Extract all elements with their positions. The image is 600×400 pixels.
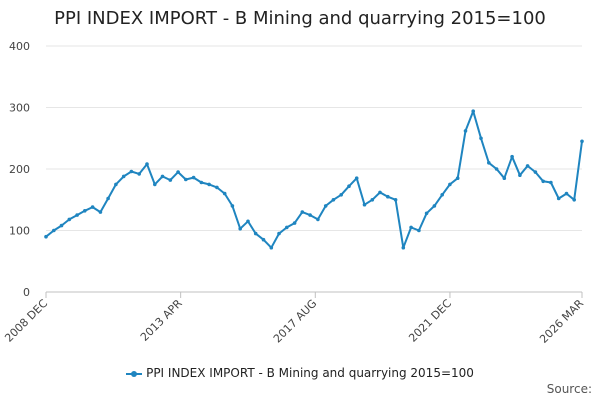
data-point[interactable] bbox=[90, 205, 95, 209]
grid-lines bbox=[46, 45, 582, 293]
x-tick-label: 2026 MAR bbox=[537, 297, 586, 346]
data-point[interactable] bbox=[572, 198, 576, 202]
data-point[interactable] bbox=[362, 202, 367, 207]
series-layer bbox=[44, 109, 584, 250]
data-point[interactable] bbox=[487, 161, 491, 165]
data-point[interactable] bbox=[580, 139, 584, 144]
data-point[interactable] bbox=[261, 237, 266, 242]
data-point[interactable] bbox=[424, 211, 429, 216]
data-point[interactable] bbox=[160, 174, 165, 179]
data-point[interactable] bbox=[471, 109, 476, 113]
data-point[interactable] bbox=[541, 179, 545, 184]
data-point[interactable] bbox=[238, 226, 242, 231]
data-point[interactable] bbox=[52, 228, 56, 233]
data-point[interactable] bbox=[409, 225, 413, 230]
data-point[interactable] bbox=[199, 180, 204, 185]
data-point[interactable] bbox=[518, 173, 522, 177]
data-point[interactable] bbox=[556, 196, 561, 201]
y-tick-label: 100 bbox=[9, 225, 30, 238]
legend-series-marker bbox=[126, 369, 143, 379]
data-point[interactable] bbox=[339, 193, 344, 197]
data-point[interactable] bbox=[432, 204, 437, 208]
data-point[interactable] bbox=[246, 219, 250, 224]
data-point[interactable] bbox=[386, 194, 390, 199]
x-tick-label: 2013 APR bbox=[138, 297, 185, 344]
x-tick-label: 2021 DEC bbox=[406, 297, 454, 345]
y-tick-label: 400 bbox=[9, 40, 30, 53]
data-point[interactable] bbox=[44, 234, 48, 239]
x-tick-label: 2008 DEC bbox=[2, 297, 50, 345]
data-point[interactable] bbox=[59, 223, 64, 228]
data-point[interactable] bbox=[253, 231, 258, 236]
data-point[interactable] bbox=[83, 209, 87, 213]
data-point[interactable] bbox=[549, 180, 553, 185]
y-tick-label: 200 bbox=[9, 163, 30, 176]
x-tick-label: 2017 AUG bbox=[271, 297, 320, 346]
data-point[interactable] bbox=[494, 167, 499, 171]
chart-title: PPI INDEX IMPORT - B Mining and quarryin… bbox=[54, 8, 546, 29]
data-point[interactable] bbox=[106, 196, 110, 201]
data-point[interactable] bbox=[300, 210, 305, 214]
data-point[interactable] bbox=[463, 129, 468, 133]
data-point[interactable] bbox=[230, 204, 235, 208]
data-point[interactable] bbox=[393, 198, 398, 202]
data-point[interactable] bbox=[533, 170, 538, 174]
data-point[interactable] bbox=[502, 176, 507, 180]
data-point[interactable] bbox=[308, 213, 312, 217]
data-point[interactable] bbox=[479, 136, 483, 141]
data-point[interactable] bbox=[440, 193, 445, 197]
data-point[interactable] bbox=[176, 170, 180, 174]
data-point[interactable] bbox=[129, 169, 134, 174]
data-point[interactable] bbox=[347, 184, 351, 188]
data-point[interactable] bbox=[215, 185, 219, 190]
source-label: Source: bbox=[546, 382, 592, 396]
data-point[interactable] bbox=[370, 198, 375, 202]
data-point[interactable] bbox=[401, 245, 406, 250]
data-point[interactable] bbox=[75, 213, 79, 217]
data-point[interactable] bbox=[184, 177, 188, 182]
data-point[interactable] bbox=[378, 190, 382, 195]
data-point[interactable] bbox=[525, 164, 530, 168]
data-point[interactable] bbox=[292, 221, 297, 225]
y-tick-label: 0 bbox=[23, 286, 30, 299]
data-point[interactable] bbox=[98, 210, 103, 214]
data-point[interactable] bbox=[448, 182, 452, 187]
data-point[interactable] bbox=[67, 217, 72, 222]
data-point[interactable] bbox=[331, 198, 336, 202]
data-point[interactable] bbox=[277, 231, 281, 236]
series-line bbox=[45, 110, 583, 249]
data-point[interactable] bbox=[168, 178, 173, 182]
y-tick-label: 300 bbox=[9, 102, 30, 115]
data-point[interactable] bbox=[222, 191, 227, 196]
data-point[interactable] bbox=[455, 176, 460, 180]
data-point[interactable] bbox=[417, 228, 421, 233]
data-point[interactable] bbox=[510, 154, 514, 159]
data-point[interactable] bbox=[114, 182, 118, 187]
data-point[interactable] bbox=[285, 225, 289, 230]
data-point[interactable] bbox=[191, 175, 196, 180]
data-point[interactable] bbox=[145, 162, 149, 166]
data-point[interactable] bbox=[153, 182, 157, 187]
data-point[interactable] bbox=[269, 245, 274, 250]
data-point[interactable] bbox=[207, 182, 211, 187]
x-axis-ticks: 2008 DEC 2013 APR 2017 AUG 2021 DEC 2026 MAR bbox=[2, 292, 586, 346]
data-point[interactable] bbox=[316, 217, 320, 222]
data-point[interactable] bbox=[354, 176, 359, 180]
data-point[interactable] bbox=[137, 172, 141, 176]
legend-series-label: PPI INDEX IMPORT - B Mining and quarryin… bbox=[146, 366, 474, 380]
y-axis-ticks: 0 100 200 300 400 bbox=[9, 40, 30, 299]
data-point[interactable] bbox=[121, 174, 126, 179]
legend[interactable]: PPI INDEX IMPORT - B Mining and quarryin… bbox=[0, 366, 600, 380]
data-point[interactable] bbox=[564, 191, 569, 196]
data-point[interactable] bbox=[323, 204, 328, 208]
